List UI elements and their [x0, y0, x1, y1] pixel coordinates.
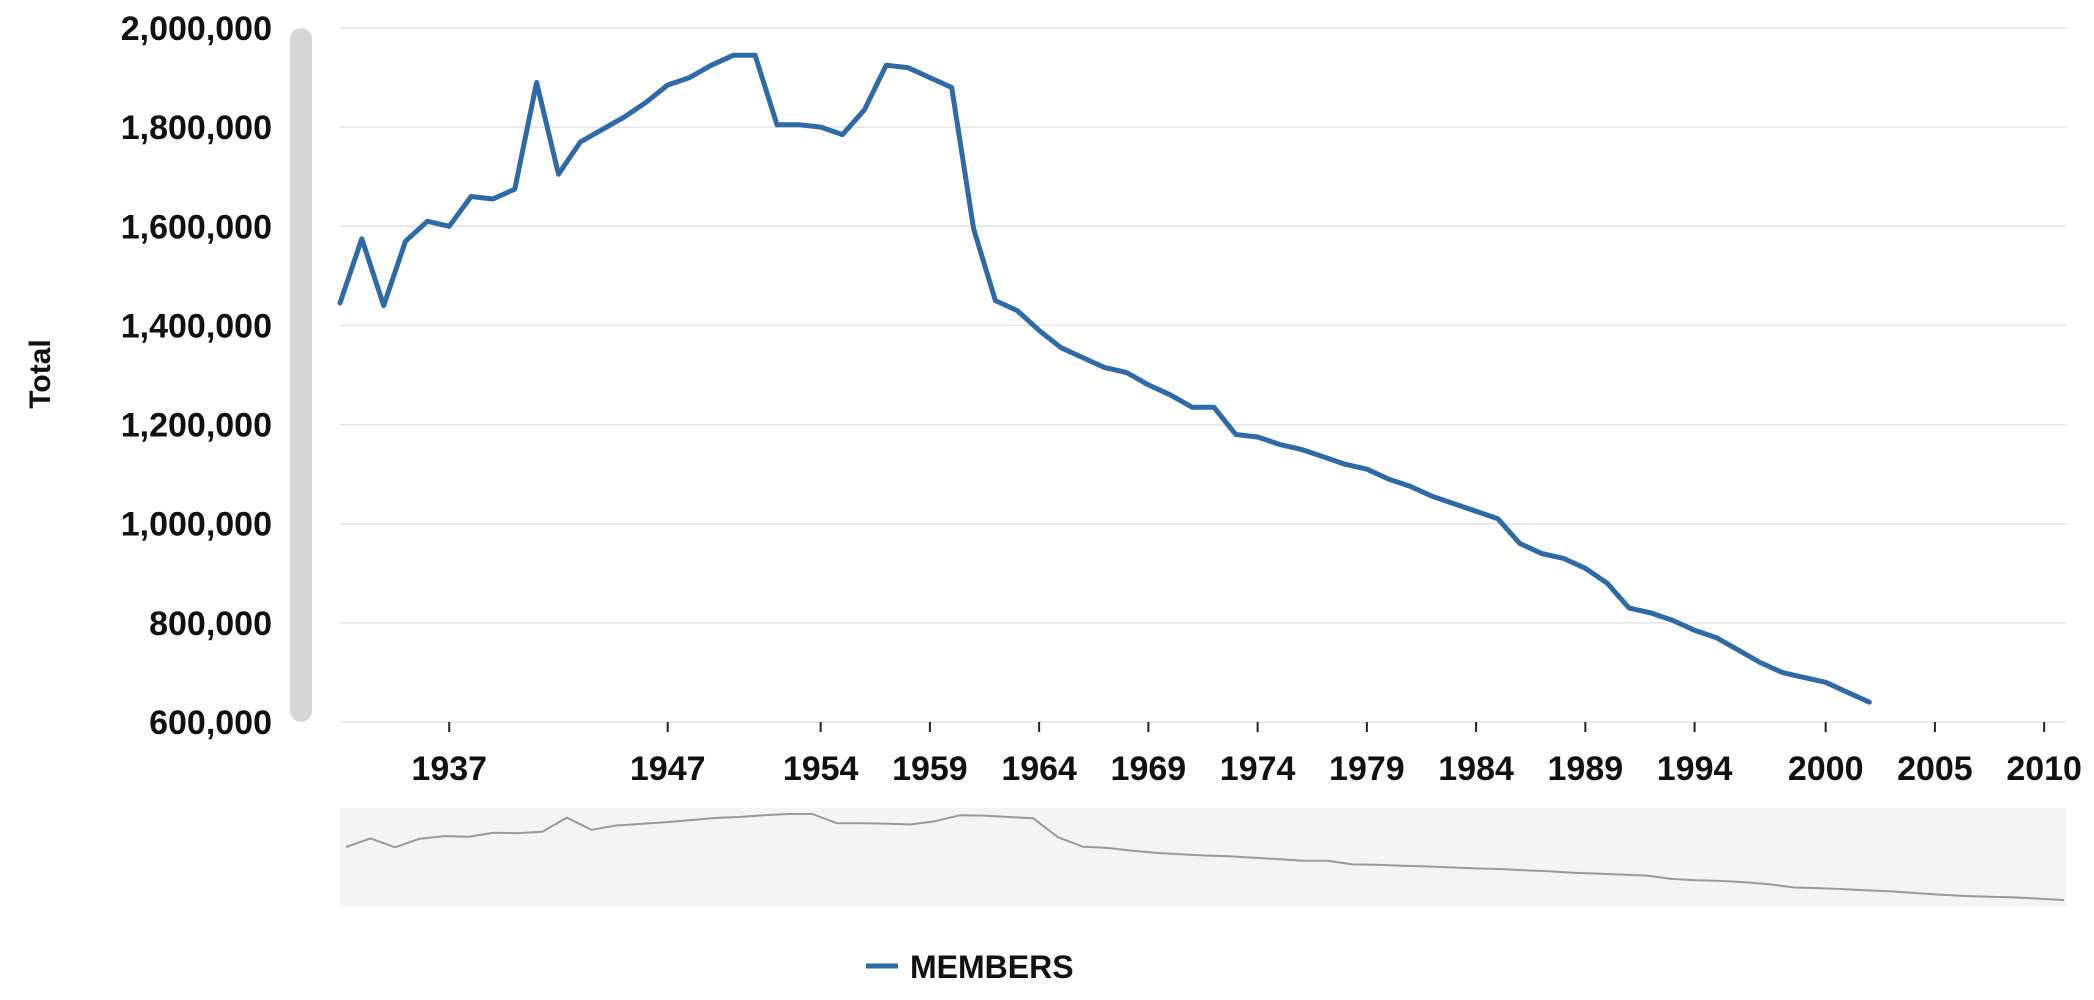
x-tick-label: 1974	[1220, 750, 1296, 788]
series-lines	[337, 52, 1872, 705]
y-tick-label: 2,000,000	[121, 10, 272, 48]
y-axis-ticks: 600,000 800,000 1,000,000 1,200,000 1,400,00…	[121, 10, 272, 742]
legend[interactable]: MEMBERS	[866, 949, 1074, 985]
x-tick-label: 1989	[1548, 750, 1624, 788]
series-line-members[interactable]	[337, 52, 1872, 705]
x-tick-label: 1969	[1111, 750, 1187, 788]
x-tick-label: 1979	[1329, 750, 1405, 788]
y-tick-label: 600,000	[149, 704, 272, 742]
x-tick-label: 1984	[1438, 750, 1514, 788]
y-axis-scrollbar[interactable]	[290, 28, 312, 722]
navigator-series-line	[345, 813, 2065, 901]
y-tick-label: 1,400,000	[121, 307, 272, 345]
grid-lines	[340, 27, 2066, 723]
y-tick-label: 800,000	[149, 605, 272, 643]
x-tick-label: 1964	[1001, 750, 1077, 788]
y-tick-label: 1,200,000	[121, 407, 272, 445]
navigator-lines	[345, 813, 2065, 901]
x-tick-label: 1959	[892, 750, 968, 788]
x-tick-label: 1994	[1657, 750, 1733, 788]
y-tick-label: 1,800,000	[121, 109, 272, 147]
y-tick-label: 1,000,000	[121, 506, 272, 544]
x-tick-label: 2005	[1897, 750, 1973, 788]
x-tick-label: 1937	[411, 750, 487, 788]
y-tick-label: 1,600,000	[121, 208, 272, 246]
legend-label[interactable]: MEMBERS	[910, 949, 1074, 985]
navigator-panel[interactable]	[340, 808, 2066, 906]
y-axis-title: Total	[24, 339, 57, 408]
x-tick-label: 1954	[783, 750, 859, 788]
x-axis-ticks: 1937 1947 1954 1959 1964 1969 1974 1979 1984 1989…	[411, 722, 2082, 788]
x-tick-label: 2000	[1788, 750, 1864, 788]
x-tick-label: 1947	[630, 750, 706, 788]
x-tick-label: 2010	[2006, 750, 2082, 788]
